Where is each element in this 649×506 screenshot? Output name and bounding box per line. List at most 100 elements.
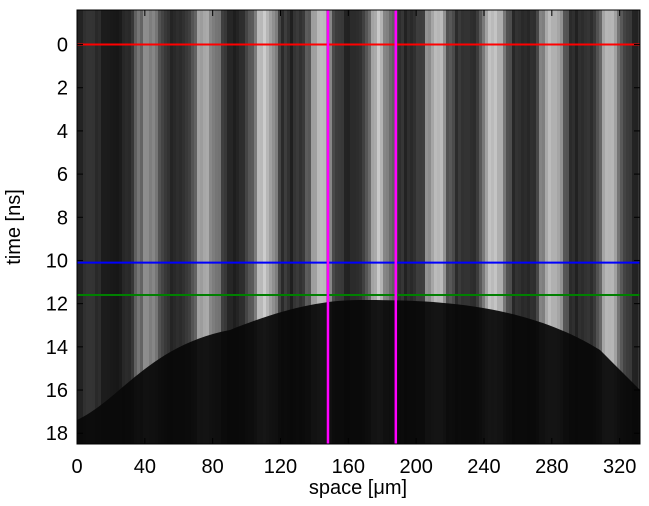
streak bbox=[137, 10, 140, 444]
streak bbox=[266, 10, 269, 444]
streak bbox=[308, 10, 311, 444]
streak bbox=[287, 10, 290, 444]
streak bbox=[560, 10, 563, 444]
streak bbox=[128, 10, 131, 444]
streak bbox=[485, 10, 488, 444]
streak bbox=[245, 10, 248, 444]
streak bbox=[569, 10, 572, 444]
streak bbox=[464, 10, 467, 444]
streak bbox=[155, 10, 158, 444]
x-tick-label: 280 bbox=[535, 456, 568, 478]
streak bbox=[302, 10, 305, 444]
streak bbox=[359, 10, 362, 444]
streak bbox=[152, 10, 155, 444]
y-tick-label: 0 bbox=[57, 35, 68, 57]
streak bbox=[392, 10, 395, 444]
streak bbox=[599, 10, 602, 444]
streak bbox=[593, 10, 596, 444]
streak bbox=[194, 10, 197, 444]
streak bbox=[497, 10, 500, 444]
streak bbox=[257, 10, 260, 444]
streak bbox=[563, 10, 566, 444]
streak bbox=[611, 10, 614, 444]
y-tick-label: 10 bbox=[46, 250, 68, 272]
streak bbox=[488, 10, 491, 444]
streak bbox=[347, 10, 350, 444]
streak bbox=[242, 10, 245, 444]
streak bbox=[197, 10, 200, 444]
streak bbox=[410, 10, 413, 444]
streak bbox=[227, 10, 230, 444]
streak bbox=[290, 10, 293, 444]
streak bbox=[455, 10, 458, 444]
streak bbox=[428, 10, 431, 444]
streak bbox=[320, 10, 323, 444]
streak bbox=[494, 10, 497, 444]
streak bbox=[473, 10, 476, 444]
streak bbox=[188, 10, 191, 444]
streak bbox=[407, 10, 410, 444]
streak bbox=[203, 10, 206, 444]
x-tick-label: 200 bbox=[399, 456, 432, 478]
streak bbox=[461, 10, 464, 444]
x-tick-label: 160 bbox=[332, 456, 365, 478]
streak bbox=[401, 10, 404, 444]
y-axis-label: time [ns] bbox=[3, 189, 25, 265]
streak bbox=[425, 10, 428, 444]
x-tick-label: 0 bbox=[71, 456, 82, 478]
streak bbox=[377, 10, 380, 444]
streak bbox=[539, 10, 542, 444]
streak bbox=[572, 10, 575, 444]
y-tick-label: 4 bbox=[57, 121, 68, 143]
streak bbox=[590, 10, 593, 444]
streak bbox=[470, 10, 473, 444]
streak bbox=[365, 10, 368, 444]
streak bbox=[314, 10, 317, 444]
streak bbox=[404, 10, 407, 444]
y-tick-label: 12 bbox=[46, 294, 68, 316]
streak bbox=[140, 10, 143, 444]
streak bbox=[449, 10, 452, 444]
streak bbox=[254, 10, 257, 444]
streak bbox=[350, 10, 353, 444]
streak bbox=[167, 10, 170, 444]
streak bbox=[374, 10, 377, 444]
streak bbox=[440, 10, 443, 444]
streak bbox=[233, 10, 236, 444]
streak bbox=[161, 10, 164, 444]
streak bbox=[332, 10, 335, 444]
streak bbox=[164, 10, 167, 444]
streak bbox=[434, 10, 437, 444]
streak bbox=[443, 10, 446, 444]
streak bbox=[506, 10, 509, 444]
streak bbox=[398, 10, 401, 444]
streak bbox=[299, 10, 302, 444]
y-tick-label: 2 bbox=[57, 78, 68, 100]
streak bbox=[272, 10, 275, 444]
annotation-lines bbox=[77, 10, 640, 444]
streak bbox=[476, 10, 479, 444]
streak bbox=[215, 10, 218, 444]
streak bbox=[248, 10, 251, 444]
streak bbox=[269, 10, 272, 444]
streak bbox=[134, 10, 137, 444]
streak bbox=[143, 10, 146, 444]
streak bbox=[578, 10, 581, 444]
streak bbox=[527, 10, 530, 444]
streak bbox=[185, 10, 188, 444]
x-axis-label: space [μm] bbox=[309, 477, 407, 499]
streak bbox=[536, 10, 539, 444]
streak bbox=[614, 10, 617, 444]
streak bbox=[191, 10, 194, 444]
streak bbox=[581, 10, 584, 444]
streak bbox=[554, 10, 557, 444]
streak bbox=[566, 10, 569, 444]
streak bbox=[296, 10, 299, 444]
streak bbox=[437, 10, 440, 444]
streak bbox=[617, 10, 620, 444]
streak bbox=[629, 10, 632, 444]
streak bbox=[176, 10, 179, 444]
streak bbox=[389, 10, 392, 444]
streak bbox=[431, 10, 434, 444]
